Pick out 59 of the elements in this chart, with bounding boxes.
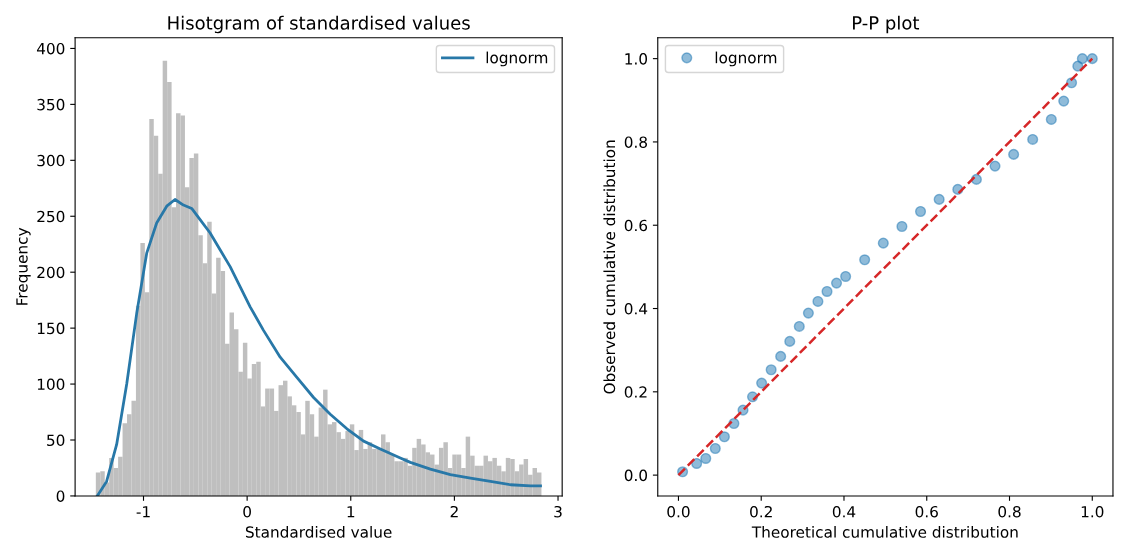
y-tick-label: 1.0 (625, 53, 648, 65)
chart-title: P-P plot (853, 15, 920, 34)
point (859, 254, 871, 266)
y-tick-label: 0 (56, 490, 65, 502)
y-tick-label: 350 (37, 98, 65, 111)
point (793, 320, 805, 332)
point (709, 442, 721, 455)
line-series (95, 198, 542, 496)
point (1058, 95, 1070, 107)
y-tick-label: 250 (37, 210, 65, 223)
x-tick-label: 0.6 (915, 505, 938, 518)
point (1076, 53, 1088, 65)
point (877, 237, 889, 249)
legend-label: lognorm (486, 51, 548, 67)
point (830, 277, 843, 289)
x-tick-label: 0.8 (998, 505, 1021, 518)
point (756, 377, 768, 389)
y-tick-label: 0.4 (624, 302, 648, 315)
point (765, 364, 777, 376)
x-tick-label: 1 (347, 506, 355, 518)
x-tick-label: 0 (243, 505, 251, 518)
point (1027, 133, 1039, 145)
point (1045, 113, 1057, 125)
y-tick-label: 200 (37, 266, 65, 279)
x-tick-label: 0.2 (750, 505, 772, 518)
y-tick-label: 0.6 (624, 219, 648, 232)
point (775, 350, 787, 362)
point (989, 160, 1001, 172)
y-tick-label: 150 (37, 322, 65, 335)
y-axis-title: Observed cumulative distribution (603, 140, 616, 394)
point (1008, 148, 1020, 160)
point (914, 205, 927, 218)
y-tick-label: 300 (37, 154, 65, 167)
y-axis-title: Frequency (16, 227, 31, 305)
y-tick-label: 0.2 (624, 386, 647, 398)
x-tick-label: -1 (136, 506, 150, 518)
point (802, 307, 814, 319)
x-tick-label: 2 (450, 505, 458, 518)
y-tick-label: 50 (47, 434, 65, 447)
x-tick-label: 3 (554, 505, 562, 518)
x-tick-label: 1.0 (1081, 505, 1104, 518)
x-axis-title: Standardised value (245, 526, 392, 538)
x-tick-label: 0.4 (832, 505, 856, 518)
point (718, 431, 730, 443)
x-tick-label: 0.0 (667, 505, 690, 518)
point (784, 335, 796, 347)
point (933, 193, 945, 205)
x-axis-title: Theoretical cumulative distribution (751, 526, 1018, 538)
y-tick-label: 400 (36, 42, 65, 55)
y-tick-label: 0.0 (624, 469, 648, 482)
y-tick-label: 0.8 (624, 136, 647, 148)
point (840, 270, 852, 283)
point (896, 220, 908, 233)
y-tick-label: 100 (37, 378, 65, 391)
chart-title: Hisotgram of standardised values (168, 15, 470, 34)
point (700, 452, 712, 465)
point (812, 295, 824, 308)
legend-label: lognorm (715, 51, 777, 67)
point (821, 285, 833, 298)
